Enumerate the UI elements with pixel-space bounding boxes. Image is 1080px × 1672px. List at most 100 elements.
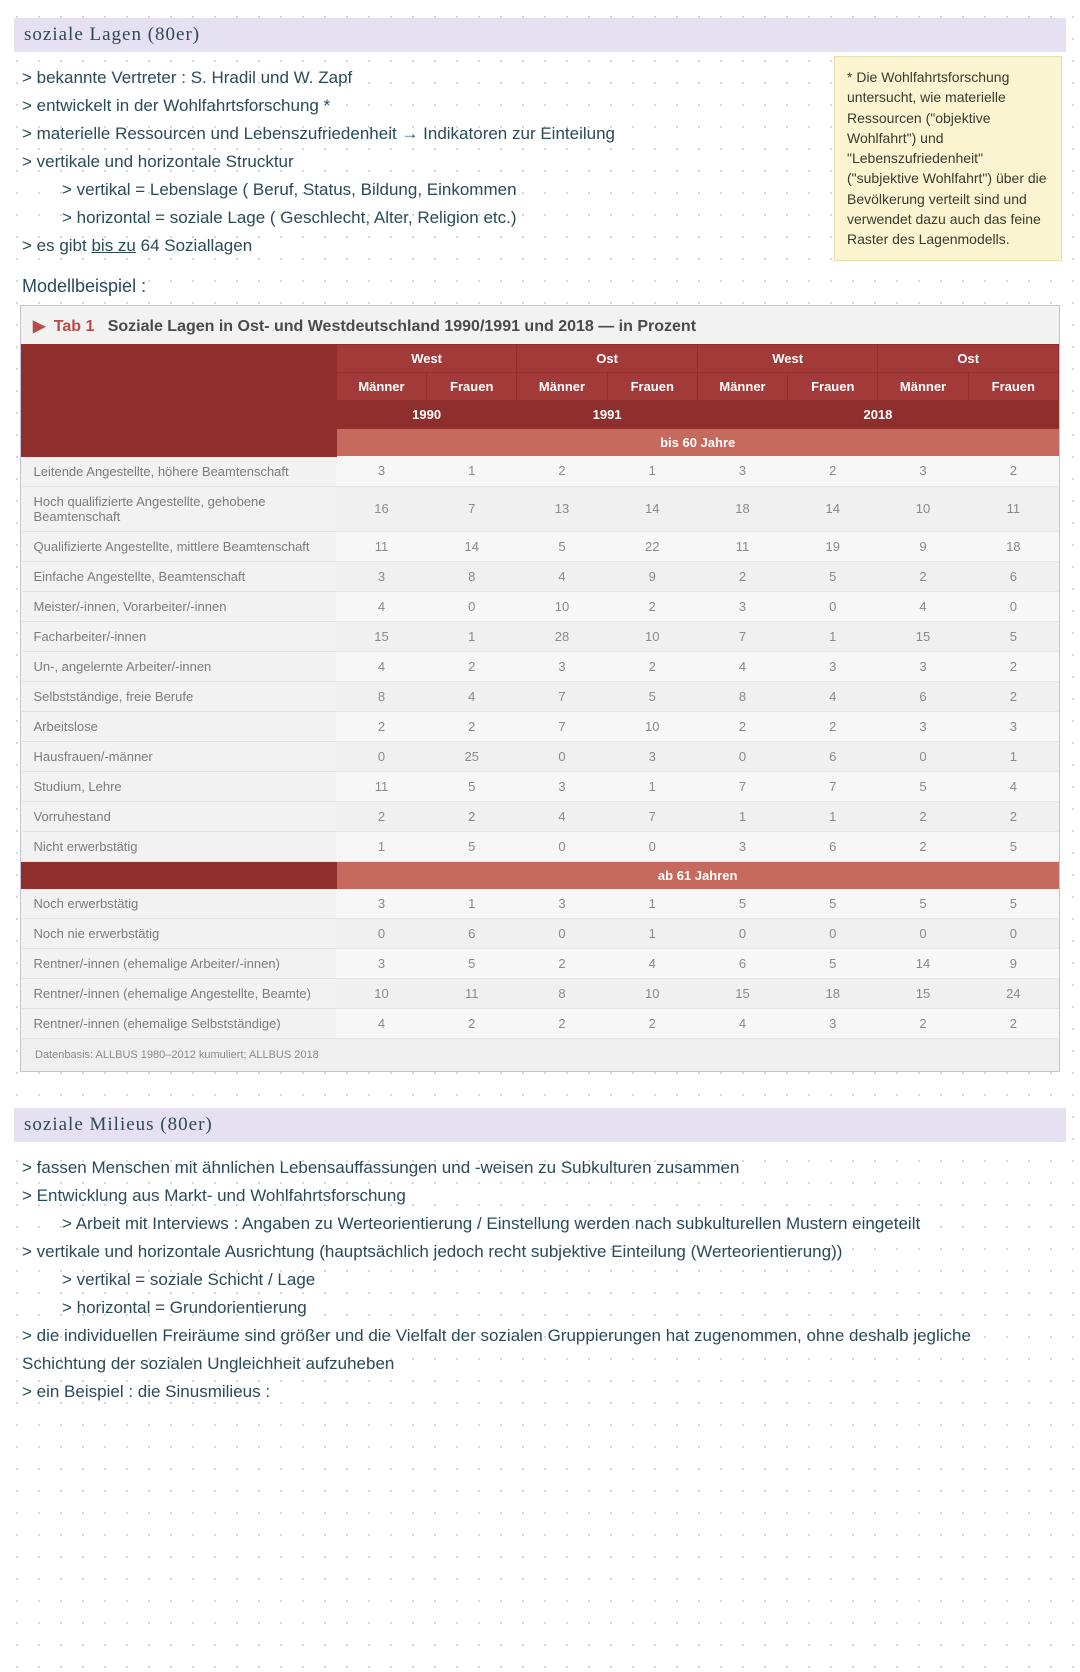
cell: 6 [968,561,1058,591]
table-row: Facharbeiter/-innen151281071155 [22,621,1059,651]
cell: 4 [517,801,607,831]
cell: 10 [607,979,697,1009]
row-label: Facharbeiter/-innen [22,621,337,651]
cell: 28 [517,621,607,651]
table-row: Un-, angelernte Arbeiter/-innen42324332 [22,651,1059,681]
table-row: Qualifizierte Angestellte, mittlere Beam… [22,531,1059,561]
row-label: Hausfrauen/-männer [22,741,337,771]
cell: 1 [427,456,517,486]
table-row: Rentner/-innen (ehemalige Selbstständige… [22,1009,1059,1039]
table-row: Noch nie erwerbstätig06010000 [22,919,1059,949]
cell: 11 [697,531,787,561]
col-region: West [697,345,878,373]
cell: 1 [336,831,426,861]
cell: 3 [336,561,426,591]
table-row: Rentner/-innen (ehemalige Angestellte, B… [22,979,1059,1009]
cell: 14 [427,531,517,561]
cell: 4 [607,949,697,979]
cell: 2 [607,591,697,621]
cell: 10 [607,621,697,651]
row-label: Rentner/-innen (ehemalige Angestellte, B… [22,979,337,1009]
note-line: > ein Beispiel : die Sinusmilieus : [22,1380,1058,1404]
cell: 0 [427,591,517,621]
table-row: Noch erwerbstätig31315555 [22,889,1059,919]
cell: 6 [697,949,787,979]
cell: 10 [878,486,968,531]
sticky-note-wohlfahrt: * Die Wohlfahrtsforschung untersucht, wi… [834,56,1062,261]
cell: 0 [788,919,878,949]
cell: 5 [788,561,878,591]
page-content: soziale Lagen (80er) > bekannte Vertrete… [0,0,1080,1672]
cell: 18 [788,979,878,1009]
cell: 3 [878,456,968,486]
note-line: > fassen Menschen mit ähnlichen Lebensau… [22,1156,1058,1180]
cell: 1 [607,771,697,801]
cell: 2 [517,949,607,979]
col-gender: Frauen [788,373,878,401]
table-row: Hoch qualifizierte Angestellte, gehobene… [22,486,1059,531]
age-band: ab 61 Jahren [336,861,1058,889]
cell: 2 [878,1009,968,1039]
cell: 8 [697,681,787,711]
cell: 7 [697,771,787,801]
cell: 0 [878,741,968,771]
band-spacer [22,861,337,889]
cell: 4 [878,591,968,621]
table-card: ▶ Tab 1 Soziale Lagen in Ost- und Westde… [20,305,1060,1072]
cell: 5 [788,949,878,979]
col-gender: Männer [878,373,968,401]
cell: 0 [697,741,787,771]
cell: 5 [968,621,1058,651]
col-gender: Männer [336,373,426,401]
cell: 3 [607,741,697,771]
cell: 2 [336,801,426,831]
row-label: Qualifizierte Angestellte, mittlere Beam… [22,531,337,561]
cell: 22 [607,531,697,561]
age-band: bis 60 Jahre [336,429,1058,457]
cell: 14 [878,949,968,979]
row-label: Meister/-innen, Vorarbeiter/-innen [22,591,337,621]
table-row: Vorruhestand22471122 [22,801,1059,831]
cell: 0 [968,919,1058,949]
row-label: Noch nie erwerbstätig [22,919,337,949]
cell: 4 [336,651,426,681]
cell: 2 [517,1009,607,1039]
cell: 0 [697,919,787,949]
cell: 1 [427,621,517,651]
note-line: > vertikale und horizontale Ausrichtung … [22,1240,1058,1264]
note-line: > Arbeit mit Interviews : Angaben zu Wer… [22,1212,1058,1236]
cell: 3 [878,711,968,741]
cell: 4 [336,1009,426,1039]
col-region: Ost [878,345,1059,373]
table-row: Studium, Lehre115317754 [22,771,1059,801]
cell: 18 [697,486,787,531]
row-label: Hoch qualifizierte Angestellte, gehobene… [22,486,337,531]
cell: 0 [788,591,878,621]
cell: 7 [517,711,607,741]
table-row: Nicht erwerbstätig15003625 [22,831,1059,861]
row-label: Noch erwerbstätig [22,889,337,919]
cell: 2 [878,831,968,861]
cell: 9 [968,949,1058,979]
cell: 3 [697,831,787,861]
cell: 6 [788,741,878,771]
cell: 0 [517,919,607,949]
cell: 5 [968,831,1058,861]
cell: 2 [968,651,1058,681]
cell: 4 [517,561,607,591]
cell: 5 [607,681,697,711]
cell: 0 [517,831,607,861]
table-corner [22,345,337,429]
cell: 15 [336,621,426,651]
cell: 0 [878,919,968,949]
col-gender: Männer [697,373,787,401]
cell: 0 [968,591,1058,621]
cell: 0 [336,919,426,949]
cell: 15 [878,621,968,651]
row-label: Leitende Angestellte, höhere Beamtenscha… [22,456,337,486]
row-label: Nicht erwerbstätig [22,831,337,861]
cell: 11 [336,771,426,801]
cell: 2 [788,711,878,741]
table-tab-label: Tab 1 [54,318,95,335]
cell: 11 [968,486,1058,531]
